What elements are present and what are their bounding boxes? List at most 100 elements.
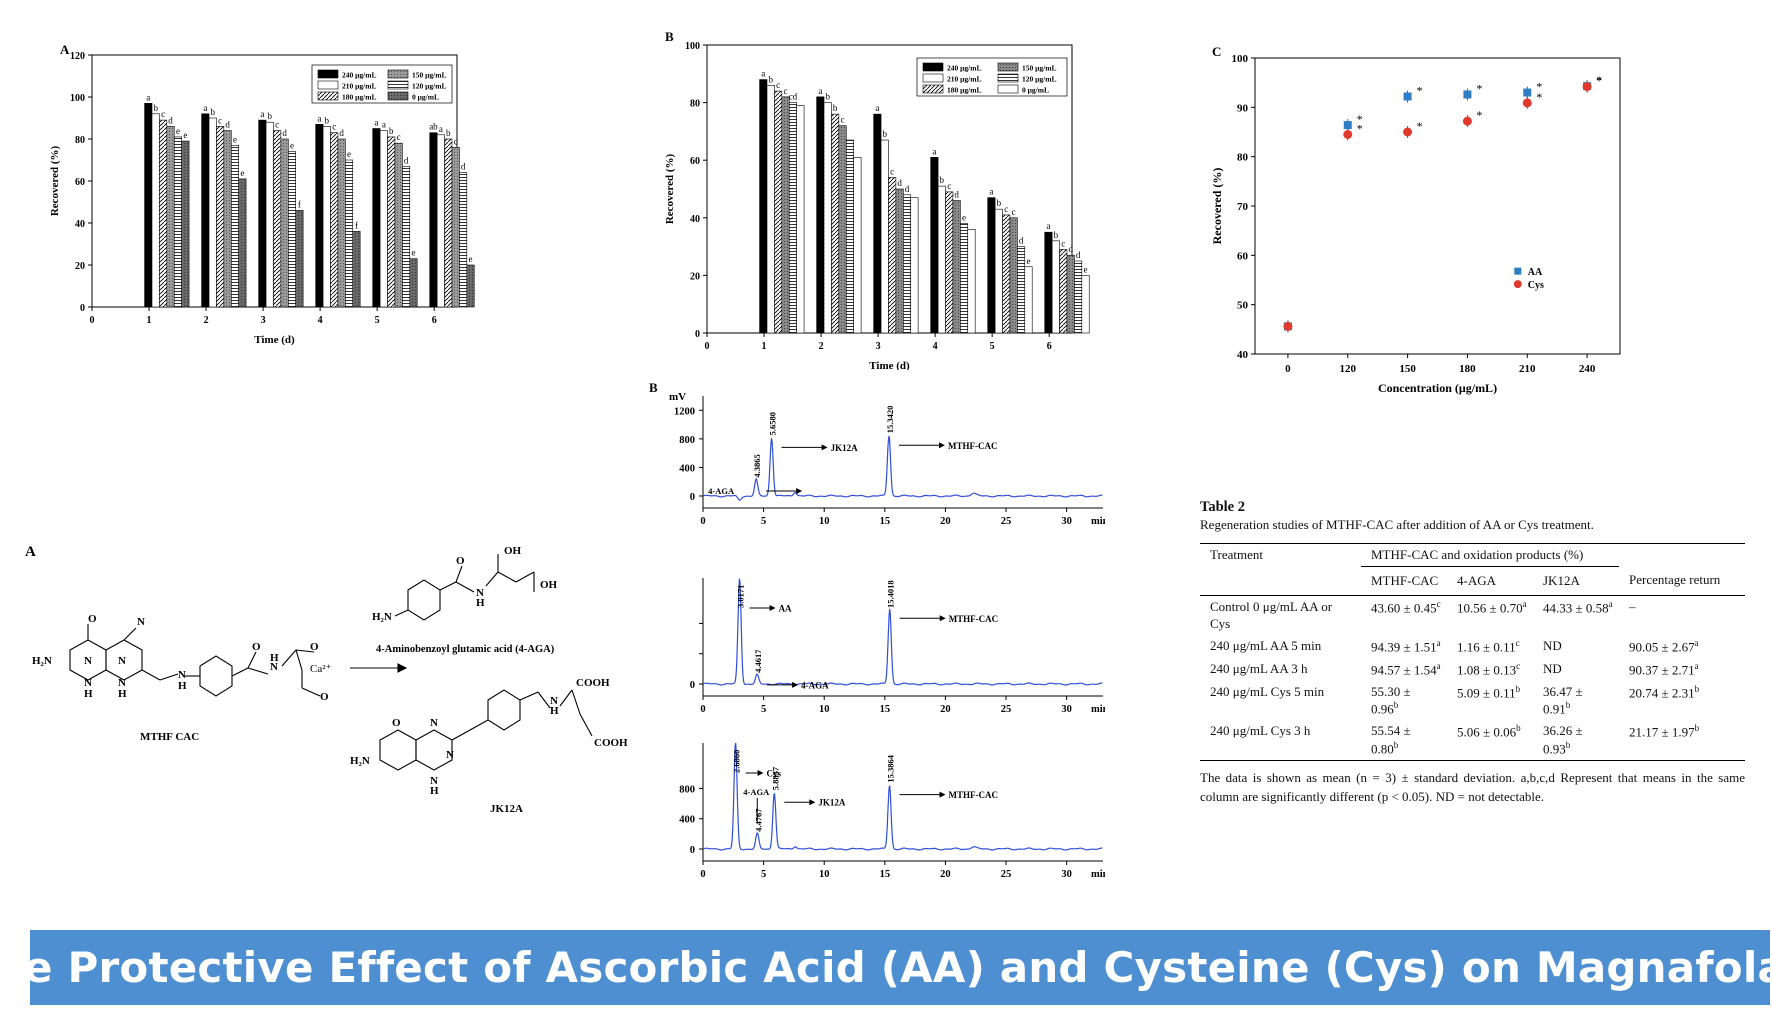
fig-c-point-cys [1462,116,1472,126]
fig-a-bar-letter: e [469,254,473,264]
cell-superscript: b [1565,739,1571,750]
scheme-h2n-aga: H₂N [372,611,392,623]
chrom-y-tick-label: 800 [679,435,695,446]
cell-superscript: b [1565,700,1571,711]
fig-c-point-cys [1343,129,1353,139]
col-mthf: MTHF-CAC [1361,566,1447,597]
fig-c-x-tick-label: 180 [1459,363,1476,375]
fig-a-bar [372,128,381,308]
fig-b-legend-label: 0 μg/mL [1022,86,1049,95]
fig-b-legend-label: 240 μg/mL [947,64,981,73]
fig-a-legend-swatch [317,91,339,101]
cell-treatment: 240 μg/mL AA 3 h [1210,660,1308,676]
fig-a-bar-letter: a [146,92,150,102]
chrom-x-tick-label: 25 [1001,704,1012,715]
chrom-peak-name: 4-AGA [708,486,735,496]
fig-b-bar [781,96,790,334]
cell-treatment: 240 μg/mL AA 5 min [1210,637,1322,653]
cell-superscript: a [1522,599,1527,610]
fig-a-bar [352,231,361,308]
regeneration-table: Treatment MTHF-CAC and oxidation product… [1200,543,1745,761]
chrom-y-tick-label: 0 [690,680,695,691]
scheme-product2-label: JK12A [490,803,523,815]
fig-b-bar [1002,214,1011,334]
fig-a-bar-letter: e [233,134,237,144]
cell-mthf: 94.39 ± 1.51a [1371,637,1441,654]
fig-a-y-tick-label: 120 [70,51,85,62]
fig-b-bar-letter: d [1019,236,1024,246]
chrom-rt-label: 15.3864 [886,754,896,782]
fig-b-bar [1081,275,1090,334]
chrom-rt-label: 15.4018 [886,580,896,608]
fig-b-bar-letter: b [833,103,838,113]
fig-a-legend-swatch [317,80,339,90]
cell-pct: 20.74 ± 2.31b [1629,683,1700,700]
chrom-x-tick-label: 20 [940,869,951,880]
fig-b-bar-letter: b [768,74,773,84]
chrom-peak-arrowhead [757,770,764,776]
table-note: The data is shown as mean (n = 3) ± stan… [1200,769,1745,804]
cell-jk: 36.26 ± 0.93b [1543,723,1583,757]
fig-a-bar-letter: c [332,122,336,132]
fig-b-bar-letter: c [1004,204,1008,214]
chrom-y-tick-label: 800 [679,784,695,795]
fig-b-bar [1017,246,1026,334]
fig-c-point-cys [1522,98,1532,108]
fig-a-y-tick-label: 60 [75,177,85,188]
fig-b-x-tick-label: 0 [705,341,710,352]
fig-b-x-axis-label: Time (d) [869,360,910,370]
cell-treatment: 240 μg/mL Cys 3 h [1210,723,1311,739]
fig-b-bar [987,197,996,334]
table-row: 240 μg/mL Cys 5 min 55.30 ± 0.96b 5.09 ± 0… [1200,681,1745,721]
scheme-n-3: N [84,677,92,689]
chromatogram-panel-label: B [649,380,658,395]
fig-b-legend-label: 180 μg/mL [947,86,981,95]
fig-a-bar [159,119,168,308]
scheme-n-12: N [550,695,558,707]
fig-a-x-tick-label: 2 [204,315,209,326]
cell-jk: ND [1543,637,1562,653]
fig-b-bar-letter: a [761,69,765,79]
scheme-n-5: N [137,616,145,628]
fig-b-x-tick-label: 6 [1047,341,1052,352]
fig-b-bar [1066,254,1075,334]
chrom-rt-label: 2.6860 [732,750,742,773]
fig-b-bar-letter: b [883,129,888,139]
fig-a-legend-label: 180 μg/mL [342,93,376,102]
fig-a-x-tick-label: 0 [90,315,95,326]
chrom-x-tick-label: 10 [819,516,830,527]
fig-a-bar [466,264,475,308]
fig-b-x-tick-label: 3 [876,341,881,352]
fig-a-bar [181,140,190,308]
fig-a-bar-letter: b [268,111,273,121]
fig-b-bar-letter: c [784,86,788,96]
fig-c-star: * [1596,74,1602,88]
chrom-x-tick-label: 5 [761,704,766,715]
chrom-peak-name: MTHF-CAC [949,614,999,624]
fig-c-point-aa [1463,90,1472,99]
fig-a-bar [429,132,438,308]
banner-title: The Protective Effect of Ascorbic Acid (… [0,943,1772,992]
fig-a-bar [216,126,225,308]
cell-superscript: a [1694,637,1699,648]
fig-a-bar-letter: c [454,136,458,146]
cell-superscript: a [1608,599,1613,610]
chromatogram-svg: B 0 400 800 1200 0 5 10 15 20 25 30 min mV 4.3865 4-AG… [649,380,1109,880]
fig-b-bar-letter: c [1061,238,1065,248]
table-title: Table 2 [1200,499,1245,515]
fig-a-x-tick-label: 5 [375,315,380,326]
cell-superscript: c [1436,599,1441,610]
scheme-o-6: O [392,717,401,729]
fig-b-bar [831,113,840,334]
chrom-peak-name: JK12A [831,443,859,453]
fig-a-x-tick-label: 3 [261,315,266,326]
fig-b-legend-swatch [997,73,1019,83]
fig-b-bar-letter: e [1026,256,1030,266]
fig-b-bar [873,113,882,334]
fig-b-y-tick-label: 40 [690,214,700,225]
figure-c-panel-label: C [1212,44,1221,59]
cell-superscript: b [1694,683,1700,694]
fig-c-x-tick-label: 150 [1399,363,1416,375]
chrom-peak-arrowhead [796,488,803,494]
fig-b-x-tick-label: 1 [762,341,767,352]
